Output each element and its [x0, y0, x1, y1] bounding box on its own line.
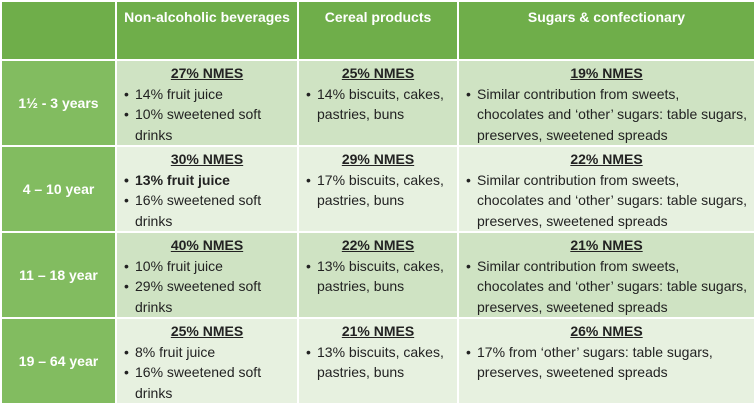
- bullet-item: 10% fruit juice: [124, 256, 291, 277]
- bullet-item: Similar contribution from sweets, chocol…: [466, 256, 748, 318]
- table-cell: 22% NMES 13% biscuits, cakes, pastries, b…: [297, 231, 459, 319]
- bullet-list: 17% biscuits, cakes, pastries, buns: [305, 170, 451, 211]
- bullet-list: 8% fruit juice16% sweetened soft drinks: [123, 342, 291, 404]
- cell-heading: 22% NMES: [341, 237, 415, 253]
- row-label: 19 – 64 year: [0, 317, 117, 405]
- cell-heading: 26% NMES: [570, 323, 643, 339]
- bullet-item: 13% biscuits, cakes, pastries, buns: [306, 256, 451, 297]
- table-cell: 21% NMES 13% biscuits, cakes, pastries, b…: [297, 317, 459, 405]
- bullet-list: 13% biscuits, cakes, pastries, buns: [305, 256, 451, 297]
- table-cell: 22% NMES Similar contribution from sweets…: [457, 145, 754, 233]
- header-row: Non-alcoholic beverages Cereal products Su…: [0, 0, 754, 61]
- corner: [0, 0, 117, 61]
- table-cell: 25% NMES 8% fruit juice16% sweetened soft…: [115, 317, 299, 405]
- column-header: Sugars & confectionary: [457, 0, 754, 61]
- cell-heading: 21% NMES: [570, 237, 643, 253]
- cell-heading: 30% NMES: [170, 151, 244, 167]
- bullet-item: 14% biscuits, cakes, pastries, buns: [306, 84, 451, 125]
- cell-heading: 25% NMES: [341, 65, 415, 81]
- column-header: Non-alcoholic beverages: [115, 0, 299, 61]
- cell-heading: 27% NMES: [170, 65, 244, 81]
- bullet-item: 17% biscuits, cakes, pastries, buns: [306, 170, 451, 211]
- bullet-item: 16% sweetened soft drinks: [124, 362, 291, 403]
- row-label: 11 – 18 year: [0, 231, 117, 319]
- bullet-list: Similar contribution from sweets, chocol…: [465, 256, 748, 318]
- column-header: Cereal products: [297, 0, 459, 61]
- table-row: 11 – 18 year 40% NMES 10% fruit juice29% s…: [0, 231, 754, 319]
- cell-heading: 19% NMES: [570, 65, 643, 81]
- table-cell: 30% NMES 13% fruit juice16% sweetened sof…: [115, 145, 299, 233]
- table-cell: 19% NMES Similar contribution from sweets…: [457, 59, 754, 147]
- row-label: 1½ - 3 years: [0, 59, 117, 147]
- bullet-list: 14% biscuits, cakes, pastries, buns: [305, 84, 451, 125]
- table-cell: 29% NMES 17% biscuits, cakes, pastries, b…: [297, 145, 459, 233]
- cell-heading: 25% NMES: [170, 323, 244, 339]
- bullet-item: 8% fruit juice: [124, 342, 291, 363]
- table-row: 4 – 10 year 30% NMES 13% fruit juice16% sw…: [0, 145, 754, 233]
- bullet-list: 14% fruit juice10% sweetened soft drinks: [123, 84, 291, 146]
- cell-heading: 22% NMES: [570, 151, 643, 167]
- bullet-list: 10% fruit juice29% sweetened soft drinks: [123, 256, 291, 318]
- bullet-item: 10% sweetened soft drinks: [124, 104, 291, 145]
- row-label: 4 – 10 year: [0, 145, 117, 233]
- bullet-list: 13% fruit juice16% sweetened soft drinks: [123, 170, 291, 232]
- table-cell: 40% NMES 10% fruit juice29% sweetened sof…: [115, 231, 299, 319]
- bullet-item: 29% sweetened soft drinks: [124, 276, 291, 317]
- cell-heading: 21% NMES: [341, 323, 415, 339]
- bullet-item: 14% fruit juice: [124, 84, 291, 105]
- table-row: 19 – 64 year 25% NMES 8% fruit juice16% sw…: [0, 317, 754, 405]
- table-cell: 27% NMES 14% fruit juice10% sweetened sof…: [115, 59, 299, 147]
- bullet-list: 17% from ‘other’ sugars: table sugars, p…: [465, 342, 748, 383]
- bullet-item: 13% biscuits, cakes, pastries, buns: [306, 342, 451, 383]
- bullet-list: Similar contribution from sweets, chocol…: [465, 84, 748, 146]
- bullet-item: Similar contribution from sweets, chocol…: [466, 84, 748, 146]
- bullet-item: 17% from ‘other’ sugars: table sugars, p…: [466, 342, 748, 383]
- table-cell: 26% NMES 17% from ‘other’ sugars: table s…: [457, 317, 754, 405]
- table-cell: 25% NMES 14% biscuits, cakes, pastries, b…: [297, 59, 459, 147]
- bullet-item: 13% fruit juice: [124, 170, 291, 191]
- bullet-list: Similar contribution from sweets, chocol…: [465, 170, 748, 232]
- bullet-list: 13% biscuits, cakes, pastries, buns: [305, 342, 451, 383]
- table-row: 1½ - 3 years 27% NMES 14% fruit juice10% s…: [0, 59, 754, 147]
- bullet-item: 16% sweetened soft drinks: [124, 190, 291, 231]
- cell-heading: 29% NMES: [341, 151, 415, 167]
- bullet-item: Similar contribution from sweets, chocol…: [466, 170, 748, 232]
- table-cell: 21% NMES Similar contribution from sweets…: [457, 231, 754, 319]
- cell-heading: 40% NMES: [170, 237, 244, 253]
